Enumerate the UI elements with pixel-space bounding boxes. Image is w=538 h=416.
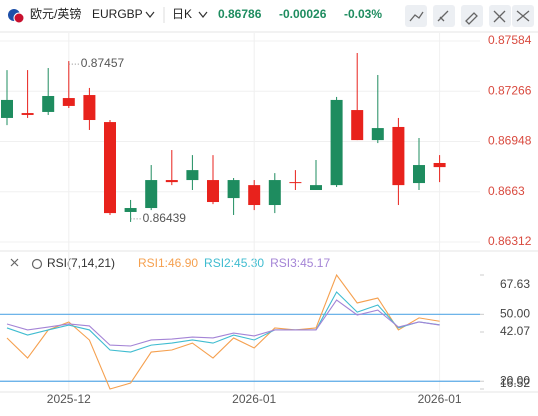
indicator-title: RSI(7,14,21) — [47, 256, 115, 270]
price: 0.86786 — [218, 7, 262, 21]
candle-body — [227, 180, 240, 199]
y-tick-label: 16.52 — [500, 376, 530, 390]
rsi-line — [6, 291, 440, 353]
candle-body — [42, 95, 55, 112]
period[interactable]: 日K — [172, 7, 192, 21]
legend: RSI1:46.90 RSI2:45.30 RSI3:45.17 — [138, 256, 330, 270]
candle-body — [268, 180, 281, 206]
candle-body — [351, 110, 364, 141]
y-tick-label: 0.86948 — [488, 134, 532, 148]
annotation: 0.86439 — [143, 211, 187, 225]
candle-body — [145, 180, 158, 209]
x-tick-label: 2026-01 — [232, 392, 276, 406]
price-change-pct: -0.03% — [344, 7, 382, 21]
annotation: 0.87457 — [81, 56, 125, 70]
icon — [493, 10, 506, 23]
candle-body — [124, 208, 137, 212]
candle-body — [165, 180, 178, 183]
candle-body — [62, 98, 75, 106]
tool-button[interactable] — [461, 5, 483, 27]
legend-entry: RSI1:46.90 — [138, 256, 198, 270]
candle-body — [207, 180, 219, 203]
candle-body — [83, 95, 96, 121]
symbol-code[interactable]: EURGBP — [92, 7, 143, 21]
settings-icon[interactable] — [31, 258, 43, 270]
y-tick-label: 42.07 — [500, 324, 530, 338]
y-tick-label: 0.86312 — [488, 234, 532, 248]
candle-body — [392, 126, 405, 186]
y-tick-label: 20.00 — [500, 373, 530, 387]
candle-body — [330, 99, 343, 186]
legend-entry: RSI2:45.30 — [204, 256, 264, 270]
rsi-line — [6, 273, 440, 390]
candle-body — [371, 128, 384, 141]
close-icon[interactable] — [10, 258, 19, 267]
candle-body — [21, 113, 34, 115]
tool-button[interactable] — [433, 5, 455, 27]
icon — [516, 10, 530, 22]
dropdown-icon[interactable] — [145, 11, 155, 18]
legend-entry: RSI3:45.17 — [270, 256, 330, 270]
candle-body — [104, 122, 116, 214]
x-tick-label: 2026-01 — [418, 392, 462, 406]
candle-body — [1, 99, 13, 118]
x-tick-label: 2025-12 — [47, 392, 91, 406]
icon — [465, 12, 478, 25]
candle-body — [289, 182, 302, 184]
candle-body — [413, 165, 425, 184]
dropdown-icon[interactable] — [198, 11, 208, 18]
y-tick-label: 67.63 — [500, 277, 530, 291]
candle-body — [310, 185, 322, 191]
flag-icon — [13, 12, 25, 24]
symbol-name[interactable]: 欧元/英镑 — [30, 6, 81, 21]
candle-body — [186, 170, 199, 181]
y-tick-label: 0.8663 — [488, 184, 525, 198]
y-tick-label: 0.87266 — [488, 83, 532, 97]
candle-body — [248, 185, 261, 206]
candle-body — [433, 162, 446, 168]
rsi-line — [6, 299, 440, 347]
tool-icons — [409, 10, 530, 25]
y-tick-label: 0.87584 — [488, 33, 532, 47]
y-tick-label: 50.00 — [500, 306, 530, 320]
icon — [437, 10, 449, 22]
icon — [409, 11, 424, 22]
price-change: -0.00026 — [279, 7, 327, 21]
